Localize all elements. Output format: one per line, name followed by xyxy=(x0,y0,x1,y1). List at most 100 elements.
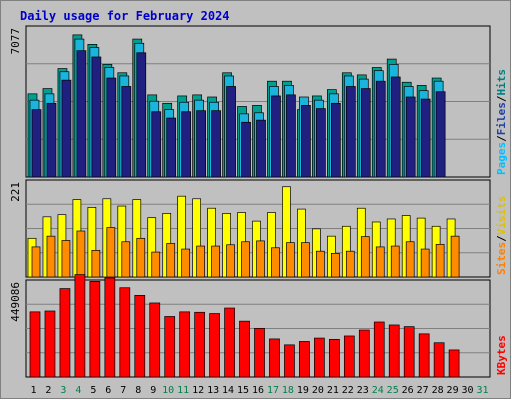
bar-pages-day-26 xyxy=(405,96,416,178)
x-tick-day-14: 14 xyxy=(222,385,234,396)
bar-pages-day-1 xyxy=(31,109,42,178)
bar-kbytes-day-18 xyxy=(284,344,295,378)
legend-bot: KBytes xyxy=(495,335,508,375)
bar-sites-day-11 xyxy=(181,248,191,278)
bar-pages-day-10 xyxy=(166,117,177,178)
legend-entry: / xyxy=(495,235,508,242)
bar-kbytes-day-10 xyxy=(164,316,176,378)
bar-sites-day-19 xyxy=(301,242,310,278)
legend-entry: / xyxy=(495,95,508,102)
bar-kbytes-day-20 xyxy=(314,337,325,378)
bar-sites-day-28 xyxy=(435,243,445,278)
bar-kbytes-day-19 xyxy=(299,341,310,378)
bar-kbytes-day-29 xyxy=(448,349,460,378)
legend-entry: KBytes xyxy=(495,335,508,375)
bar-kbytes-day-7 xyxy=(119,287,131,378)
x-tick-day-18: 18 xyxy=(282,385,294,396)
bar-sites-day-3 xyxy=(61,240,71,278)
bar-sites-day-14 xyxy=(226,244,235,278)
bar-pages-day-2 xyxy=(46,102,57,178)
bar-sites-day-2 xyxy=(46,235,56,278)
bar-sites-day-20 xyxy=(316,250,325,278)
x-tick-day-24: 24 xyxy=(372,385,384,396)
bar-sites-day-22 xyxy=(345,250,355,278)
bar-kbytes-day-11 xyxy=(179,311,191,378)
bar-pages-day-3 xyxy=(61,79,72,178)
bar-kbytes-day-25 xyxy=(388,324,400,378)
x-tick-day-12: 12 xyxy=(192,385,204,396)
bar-pages-day-13 xyxy=(211,110,221,178)
legend-entry: Visits xyxy=(495,196,508,236)
bar-kbytes-day-27 xyxy=(418,333,430,378)
bar-sites-day-25 xyxy=(390,245,400,278)
x-tick-day-25: 25 xyxy=(387,385,399,396)
bar-kbytes-day-15 xyxy=(239,320,250,378)
bar-pages-day-7 xyxy=(121,86,132,178)
x-tick-day-1: 1 xyxy=(30,385,36,396)
bar-sites-day-29 xyxy=(450,235,460,278)
bar-kbytes-day-3 xyxy=(59,288,71,378)
bar-pages-day-21 xyxy=(331,102,341,178)
bar-kbytes-day-24 xyxy=(373,321,385,378)
bar-sites-day-8 xyxy=(136,237,146,278)
bar-sites-day-5 xyxy=(91,249,101,278)
bar-sites-day-26 xyxy=(405,241,415,278)
x-tick-day-21: 21 xyxy=(327,385,339,396)
x-tick-day-30: 30 xyxy=(462,385,474,396)
bar-sites-day-10 xyxy=(166,243,176,278)
bar-kbytes-day-21 xyxy=(329,338,340,378)
bar-kbytes-day-1 xyxy=(29,311,41,378)
legend-entry: / xyxy=(495,135,508,142)
x-tick-day-28: 28 xyxy=(432,385,444,396)
y-max-label: 7077 xyxy=(9,28,22,55)
bar-pages-day-12 xyxy=(196,110,206,178)
bar-kbytes-day-2 xyxy=(44,310,56,378)
legend-entry: Pages xyxy=(495,142,508,175)
x-tick-day-11: 11 xyxy=(177,385,189,396)
x-tick-day-20: 20 xyxy=(312,385,324,396)
panel-bot: 449086 KBytes xyxy=(9,274,508,378)
bar-pages-day-8 xyxy=(136,52,147,178)
bar-sites-day-23 xyxy=(360,236,370,278)
bar-kbytes-day-28 xyxy=(433,342,445,378)
bar-pages-day-15 xyxy=(241,121,251,178)
x-tick-day-26: 26 xyxy=(402,385,414,396)
bar-sites-day-17 xyxy=(271,247,280,278)
bar-sites-day-24 xyxy=(375,246,385,278)
y-max-label: 221 xyxy=(9,182,22,202)
bar-pages-day-22 xyxy=(345,86,356,178)
bar-pages-day-16 xyxy=(256,119,266,178)
x-tick-day-15: 15 xyxy=(237,385,249,396)
legend-entry: Files xyxy=(495,102,508,135)
legend-entry: Hits xyxy=(495,69,508,96)
bar-pages-day-5 xyxy=(91,56,102,178)
bar-pages-day-25 xyxy=(390,76,401,178)
x-tick-day-16: 16 xyxy=(252,385,264,396)
bar-pages-day-11 xyxy=(181,111,192,178)
bar-pages-day-28 xyxy=(435,91,446,178)
bar-sites-day-15 xyxy=(241,241,250,278)
bar-pages-day-9 xyxy=(151,111,162,178)
bar-pages-day-23 xyxy=(360,88,371,178)
bar-sites-day-7 xyxy=(121,241,131,278)
bar-pages-day-17 xyxy=(271,95,281,178)
bar-sites-day-27 xyxy=(420,248,430,278)
y-max-label: 449086 xyxy=(9,282,22,322)
x-tick-day-29: 29 xyxy=(447,385,459,396)
chart-title: Daily usage for February 2024 xyxy=(20,9,230,23)
x-tick-day-4: 4 xyxy=(75,385,81,396)
bar-pages-day-24 xyxy=(375,80,386,178)
bar-kbytes-day-26 xyxy=(403,326,415,378)
bar-sites-day-13 xyxy=(211,245,220,278)
bar-pages-day-27 xyxy=(420,98,431,178)
x-tick-day-27: 27 xyxy=(417,385,429,396)
bar-kbytes-day-4 xyxy=(74,274,86,378)
bar-sites-day-12 xyxy=(196,245,205,278)
bar-sites-day-18 xyxy=(286,242,295,278)
x-tick-day-6: 6 xyxy=(105,385,111,396)
bar-kbytes-day-12 xyxy=(194,311,205,378)
bar-pages-day-20 xyxy=(316,108,326,178)
legend-top: Pages/Files/Hits xyxy=(495,69,508,175)
x-tick-day-5: 5 xyxy=(90,385,96,396)
